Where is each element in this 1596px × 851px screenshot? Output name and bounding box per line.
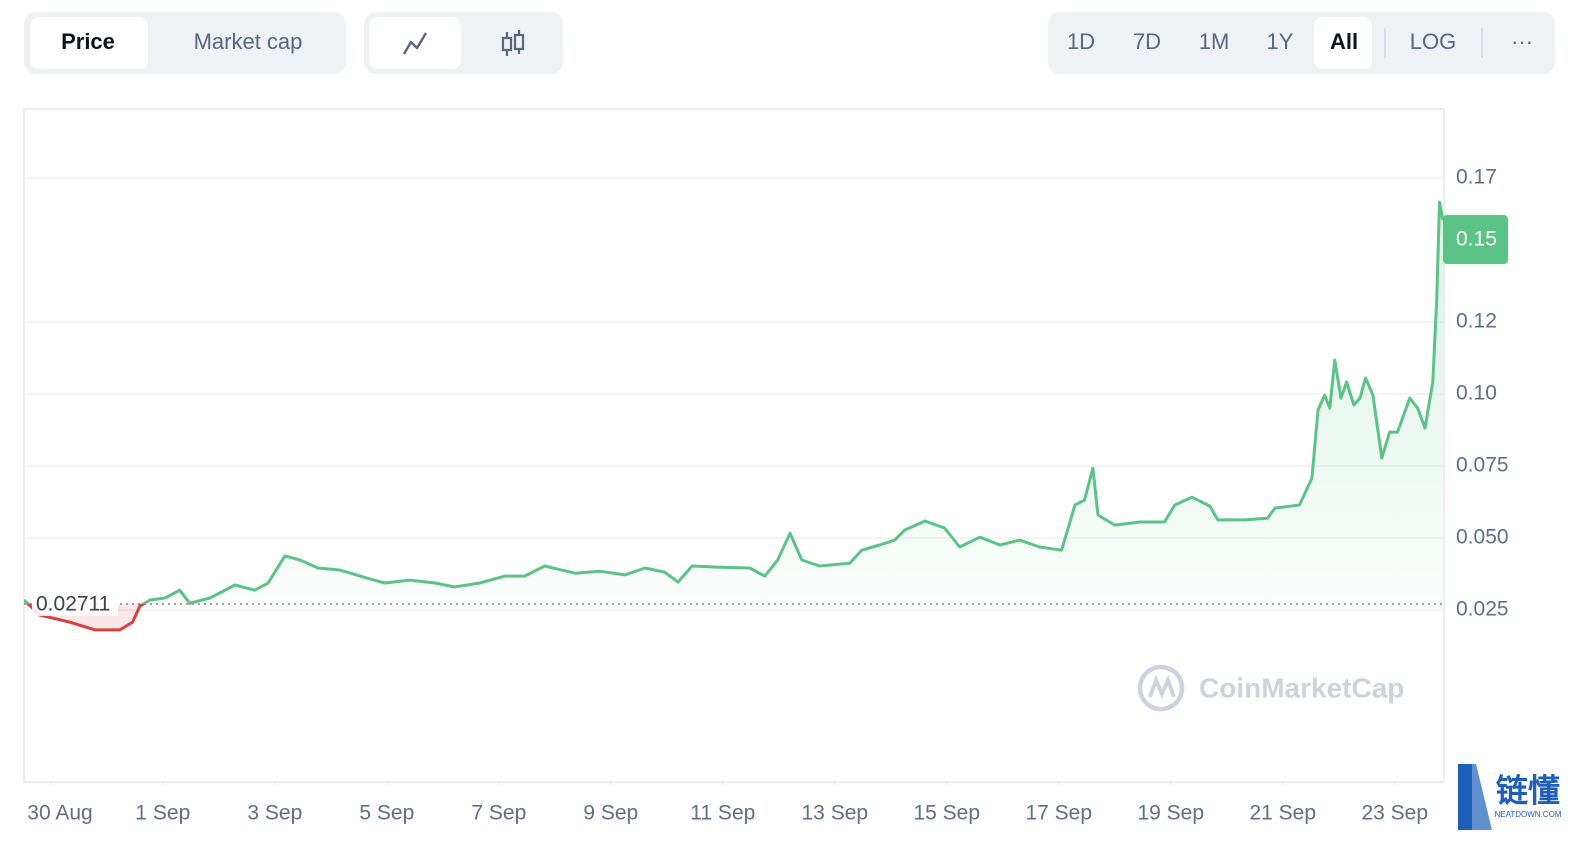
range-all[interactable]: All bbox=[1330, 29, 1358, 54]
corner-mark: 链懂 NEATDOWN.COM bbox=[1458, 764, 1562, 830]
plot-frame bbox=[23, 108, 1445, 783]
y-tick-label: 0.10 bbox=[1456, 382, 1497, 405]
x-tick-label: 30 Aug bbox=[27, 802, 92, 825]
range-1y[interactable]: 1Y bbox=[1267, 29, 1294, 54]
corner-subtitle: NEATDOWN.COM bbox=[1495, 810, 1562, 819]
tab-price[interactable]: Price bbox=[61, 29, 115, 54]
watermark-text: CoinMarketCap bbox=[1199, 672, 1404, 703]
range-7d[interactable]: 7D bbox=[1133, 29, 1161, 54]
y-tick-label: 0.025 bbox=[1456, 598, 1509, 621]
y-tick-label: 0.075 bbox=[1456, 454, 1509, 477]
y-tick-label: 0.050 bbox=[1456, 526, 1509, 549]
y-tick-label: 0.17 bbox=[1456, 166, 1497, 189]
range-group bbox=[1048, 12, 1555, 74]
grid-layer: 0.17 0.12 0.10 0.075 0.050 0.025 30 Aug 1 Sep 3 … bbox=[24, 166, 1509, 825]
x-tick-label: 11 Sep bbox=[690, 802, 755, 825]
data-layer: 0.02711 0.15 bbox=[24, 200, 1508, 632]
reference-label-bg bbox=[32, 590, 118, 617]
line-icon bbox=[402, 32, 428, 55]
price-line bbox=[24, 200, 1445, 605]
corner-title: 链懂 bbox=[1496, 772, 1560, 808]
x-tick-label: 1 Sep bbox=[135, 802, 190, 825]
x-tick-label: 3 Sep bbox=[247, 802, 302, 825]
y-tick-label: 0.12 bbox=[1456, 310, 1497, 333]
x-tick-label: 13 Sep bbox=[802, 802, 869, 825]
current-price-label: 0.15 bbox=[1456, 228, 1497, 251]
x-tick-label: 17 Sep bbox=[1025, 802, 1092, 825]
reference-label: 0.02711 bbox=[36, 593, 110, 616]
corner-logo-shape bbox=[1462, 764, 1492, 830]
watermark-logo bbox=[1137, 664, 1185, 712]
watermark: CoinMarketCap bbox=[1137, 664, 1404, 712]
range-1d[interactable]: 1D bbox=[1067, 29, 1095, 54]
x-tick-label: 9 Sep bbox=[583, 802, 638, 825]
current-price-badge bbox=[1443, 215, 1508, 265]
tab-market-cap[interactable]: Market cap bbox=[194, 29, 303, 54]
x-tick-label: 7 Sep bbox=[471, 802, 526, 825]
x-tick-label: 23 Sep bbox=[1361, 802, 1428, 825]
candle-icon[interactable] bbox=[501, 30, 525, 56]
log-toggle[interactable]: LOG bbox=[1410, 29, 1456, 54]
price-area bbox=[24, 202, 1443, 605]
x-tick-label: 19 Sep bbox=[1137, 802, 1204, 825]
x-tick-label: 5 Sep bbox=[359, 802, 414, 825]
range-active-bg bbox=[1314, 17, 1372, 69]
x-tick-label: 21 Sep bbox=[1249, 802, 1316, 825]
tab-active-bg bbox=[30, 17, 148, 69]
line-type-button[interactable] bbox=[369, 17, 461, 69]
more-button[interactable]: ··· bbox=[1511, 29, 1533, 54]
watermark-logo-mark bbox=[1148, 674, 1176, 700]
x-tick-label: 15 Sep bbox=[913, 802, 980, 825]
range-1m[interactable]: 1M bbox=[1199, 29, 1230, 54]
